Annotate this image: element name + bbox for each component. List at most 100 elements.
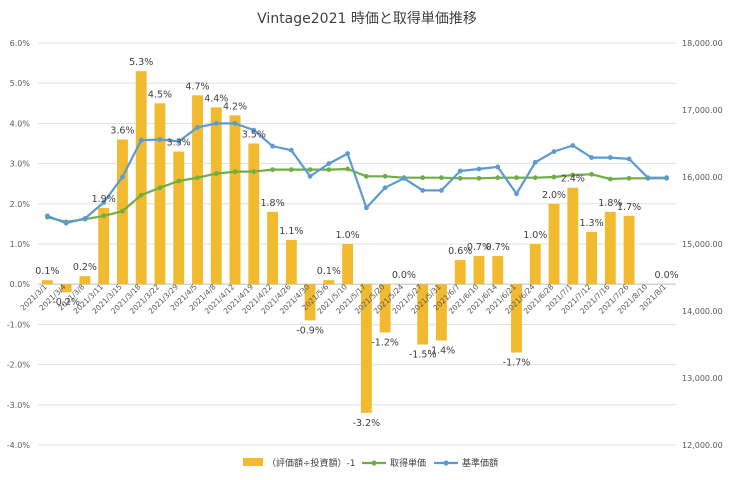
line-series-cost [47, 167, 667, 223]
bar [473, 256, 485, 285]
point-cost [589, 171, 594, 177]
point-cost [514, 175, 519, 181]
point-nav [307, 173, 313, 179]
point-nav [157, 137, 163, 142]
chart-title: Vintage2021 時価と取得単価推移 [257, 11, 477, 27]
data-label: 0.1% [317, 266, 341, 277]
point-cost [232, 169, 238, 175]
point-nav [551, 149, 557, 154]
bar [529, 244, 541, 285]
bar [154, 103, 166, 285]
point-cost [476, 175, 482, 181]
point-nav [232, 121, 238, 126]
data-label: 2.0% [542, 190, 566, 201]
data-label: 1.9% [92, 194, 116, 205]
left-axis-tick-label: 4.0% [10, 119, 31, 128]
data-label: 1.0% [523, 230, 547, 241]
data-label: 0.0% [392, 270, 416, 281]
point-cost [457, 175, 463, 181]
data-label: 3.5% [242, 130, 266, 141]
point-cost [288, 167, 294, 173]
bar [586, 231, 598, 285]
point-cost [570, 172, 576, 178]
point-nav [495, 164, 501, 170]
point-nav [401, 175, 407, 181]
bar [323, 280, 335, 285]
point-nav [82, 216, 88, 221]
point-cost [532, 175, 538, 181]
left-axis-tick-label: 5.0% [10, 79, 31, 88]
point-cost [551, 174, 557, 180]
bar [173, 151, 185, 285]
point-cost [439, 175, 444, 181]
bar [285, 239, 297, 285]
right-axis-tick-label: 14,000.00 [682, 307, 723, 316]
right-axis-tick-label: 13,000.00 [682, 374, 723, 383]
bar [98, 207, 110, 285]
point-cost [101, 213, 107, 219]
data-label: -1.5% [409, 350, 437, 361]
data-label: 3.3% [167, 138, 191, 149]
data-label: 1.3% [579, 218, 603, 229]
left-axis-tick-label: 2.0% [10, 200, 31, 209]
point-nav [326, 161, 332, 167]
right-axis-tick-label: 18,000.00 [682, 39, 723, 48]
point-nav [345, 151, 351, 156]
point-nav [251, 127, 257, 133]
point-nav [664, 175, 670, 181]
bar [135, 71, 147, 285]
right-axis-tick-label: 12,000.00 [682, 441, 723, 450]
point-nav [589, 155, 594, 160]
point-nav [570, 143, 576, 148]
data-label: 0.6% [448, 246, 472, 257]
point-nav [101, 200, 107, 205]
point-nav [382, 185, 388, 191]
data-label: 1.7% [617, 202, 641, 213]
data-label: -1.2% [371, 337, 399, 348]
legend-label-nav: 基準価額 [462, 457, 498, 469]
point-cost [176, 178, 182, 184]
data-label: 1.0% [336, 230, 360, 241]
point-nav [607, 155, 613, 160]
point-nav [213, 121, 219, 126]
data-label: 4.2% [223, 101, 247, 112]
legend-marker-nav [443, 460, 449, 466]
point-nav [420, 188, 426, 193]
data-label: 5.3% [129, 57, 153, 68]
data-label: 2.4% [561, 174, 585, 185]
bar [604, 211, 616, 285]
point-cost [213, 171, 219, 177]
point-cost [326, 167, 332, 173]
data-label: -1.7% [503, 358, 531, 369]
line-series-nav [46, 122, 667, 225]
point-cost [626, 175, 632, 181]
data-label: 0.1% [35, 266, 59, 277]
bar [548, 203, 560, 285]
bar [511, 284, 522, 353]
right-axis-tick-label: 17,000.00 [682, 106, 723, 115]
point-nav [288, 147, 294, 153]
point-nav [120, 174, 125, 180]
bar [41, 280, 53, 285]
right-axis-tick-label: 15,000.00 [682, 240, 723, 249]
point-nav [195, 125, 200, 130]
point-nav [476, 166, 482, 172]
bar [360, 284, 372, 413]
point-cost [420, 175, 426, 181]
point-cost [307, 167, 313, 173]
bar [248, 143, 260, 285]
data-label: 4.7% [185, 81, 209, 92]
point-nav [363, 205, 369, 211]
bar [60, 284, 72, 293]
left-axis-tick-label: -3.0% [7, 401, 31, 410]
point-cost [157, 185, 163, 191]
point-nav [457, 168, 463, 174]
point-cost [363, 173, 369, 179]
bar [304, 284, 316, 321]
data-label: 1.8% [598, 198, 622, 209]
left-axis-tick-label: 0.0% [10, 280, 31, 289]
point-cost [195, 175, 200, 181]
bar [229, 115, 241, 285]
